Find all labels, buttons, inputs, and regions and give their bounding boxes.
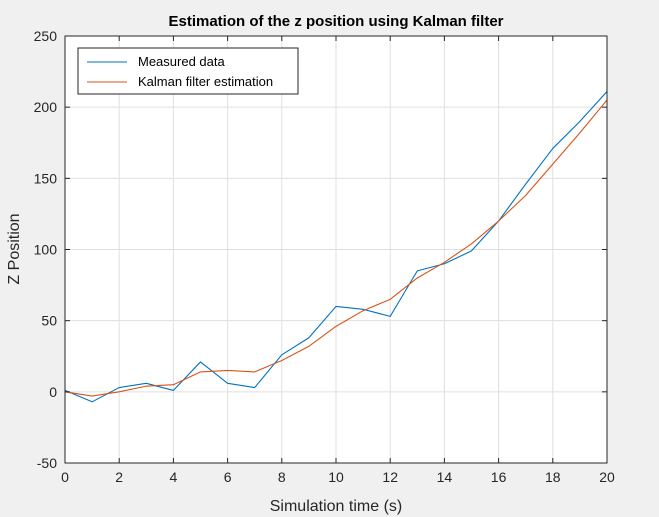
x-tick-label: 2 xyxy=(115,469,123,485)
y-axis-label: Z Position xyxy=(6,213,23,284)
legend-label-kalman: Kalman filter estimation xyxy=(138,74,273,89)
series-layer xyxy=(64,91,608,403)
y-tick-labels: -50 0 50 100 150 200 250 xyxy=(34,28,607,471)
x-tick-label: 4 xyxy=(170,469,178,485)
y-tick-label: 50 xyxy=(41,313,57,329)
series-line-kalman xyxy=(64,99,608,397)
y-tick-label: 200 xyxy=(34,99,58,115)
y-tick-label: 0 xyxy=(49,384,57,400)
x-tick-label: 8 xyxy=(278,469,286,485)
x-tick-label: 18 xyxy=(545,469,561,485)
y-tick-label: 150 xyxy=(34,170,58,186)
x-tick-label: 16 xyxy=(491,469,507,485)
x-tick-label: 10 xyxy=(328,469,344,485)
x-tick-label: 14 xyxy=(437,469,453,485)
chart-title: Estimation of the z position using Kalma… xyxy=(168,13,503,30)
legend-label-measured: Measured data xyxy=(138,54,225,69)
x-tick-label: 6 xyxy=(224,469,232,485)
x-axis-label: Simulation time (s) xyxy=(270,498,402,515)
legend: Measured data Kalman filter estimation xyxy=(77,47,299,95)
x-tick-label: 0 xyxy=(61,469,69,485)
y-tick-label: 100 xyxy=(34,242,58,258)
x-tick-label: 20 xyxy=(599,469,615,485)
legend-box xyxy=(77,47,299,95)
x-tick-label: 12 xyxy=(382,469,398,485)
y-tick-label: 250 xyxy=(34,28,58,44)
y-tick-label: -50 xyxy=(37,455,57,471)
x-tick-labels: 0 2 4 6 8 10 12 14 16 18 20 xyxy=(61,36,615,485)
